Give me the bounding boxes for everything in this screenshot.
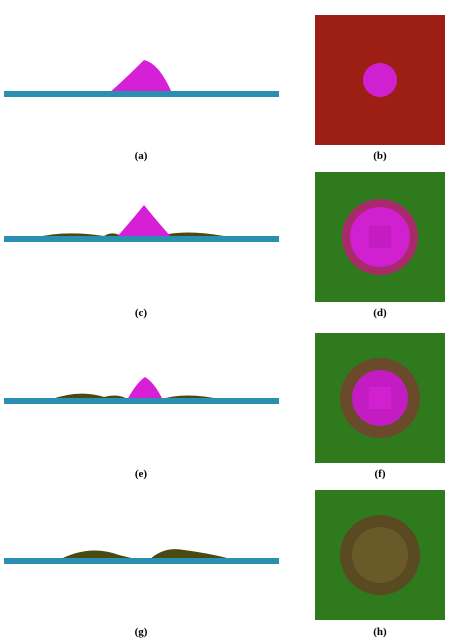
caption-h: (h): [373, 626, 387, 638]
side-view-c: [4, 200, 279, 242]
caption-g: (g): [134, 626, 148, 638]
pile-remnant-h: [352, 527, 408, 583]
top-view-h: [315, 490, 445, 620]
substrate-e: [4, 398, 279, 404]
substrate-a: [4, 91, 279, 97]
sand-pile-c: [116, 205, 172, 238]
side-view-e: [4, 367, 279, 404]
sand-pile-e: [127, 377, 163, 400]
caption-b: (b): [373, 150, 387, 162]
side-view-g: [4, 540, 279, 570]
substrate-g: [4, 558, 279, 564]
deposit-right-g: [149, 549, 234, 560]
sand-pile-a: [109, 60, 172, 93]
pile-top-f: [369, 387, 391, 409]
caption-d: (d): [373, 307, 387, 319]
pile-top-d: [369, 226, 391, 248]
top-view-d: [315, 172, 445, 302]
deposit-left-g: [59, 550, 144, 560]
top-view-b: [315, 15, 445, 145]
caption-c: (c): [134, 307, 148, 319]
side-view-a: [4, 55, 279, 97]
caption-a: (a): [134, 150, 148, 162]
caption-e: (e): [134, 468, 148, 480]
caption-f: (f): [374, 468, 386, 480]
top-view-f: [315, 333, 445, 463]
pile-top-b: [363, 63, 397, 97]
substrate-c: [4, 236, 279, 242]
